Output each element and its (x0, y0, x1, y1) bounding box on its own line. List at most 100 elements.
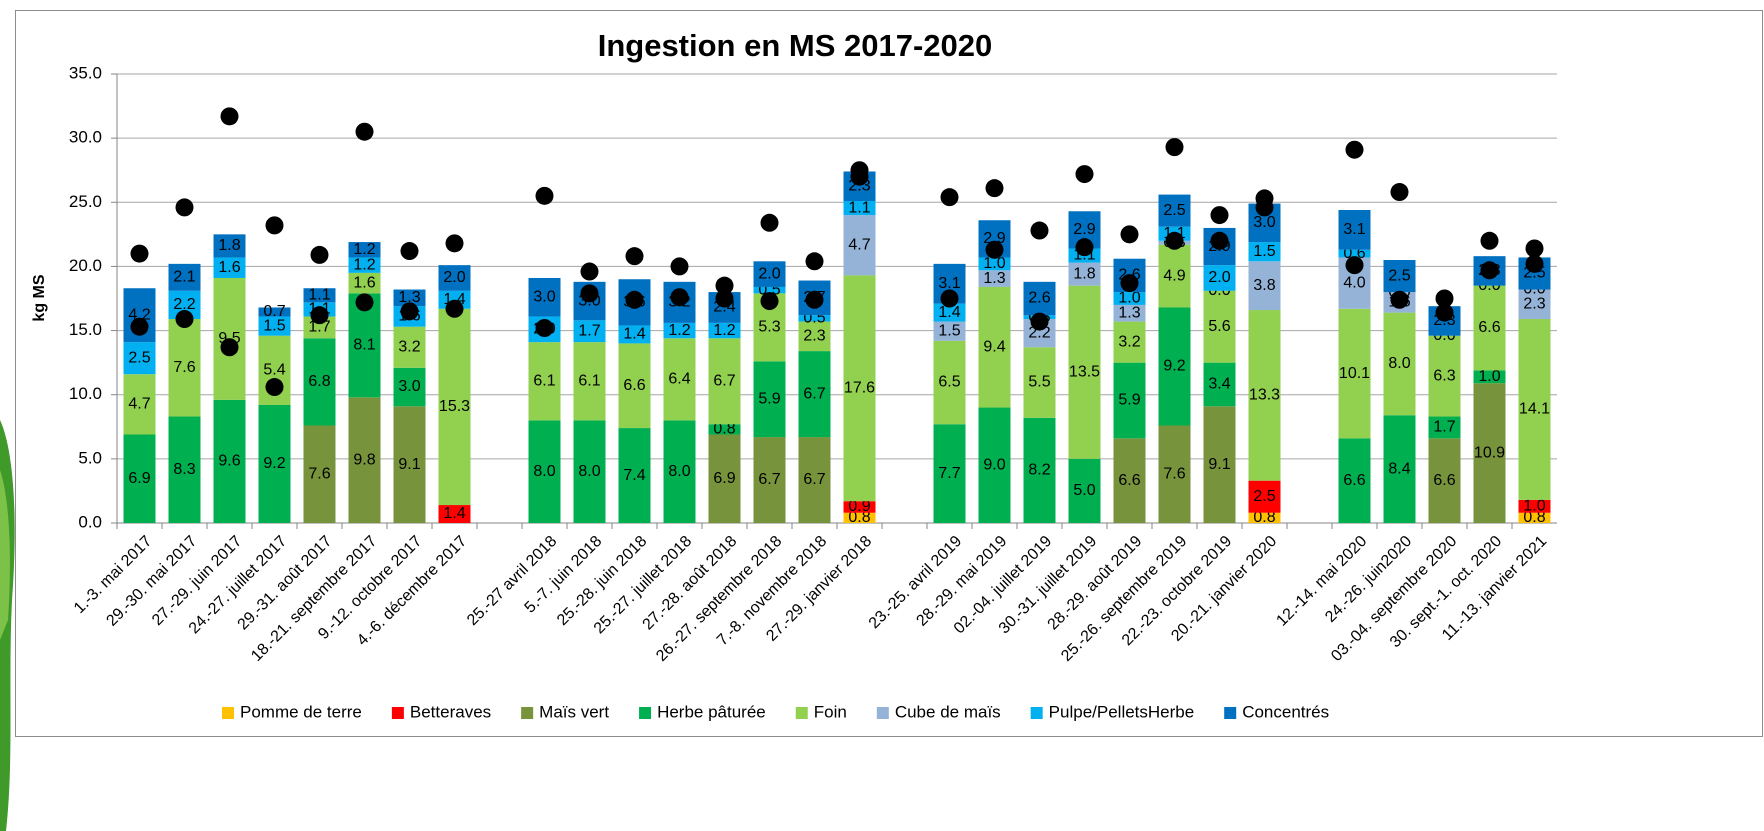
legend-swatch (1031, 707, 1043, 719)
legend-swatch (1224, 707, 1236, 719)
marker-dot (536, 319, 554, 337)
data-label: 8.3 (173, 461, 195, 478)
data-label: 13.5 (1069, 363, 1100, 380)
data-label: 1.3 (1118, 304, 1140, 321)
data-label: 3.8 (1253, 277, 1275, 294)
marker-dot (626, 247, 644, 265)
legend-swatch (521, 707, 533, 719)
page: {"chart_data": {"type": "stacked-bar", "… (0, 0, 1764, 831)
data-label: 1.6 (353, 274, 375, 291)
marker-dot (401, 242, 419, 260)
y-tick-label: 20.0 (69, 256, 102, 275)
data-label: 9.6 (218, 453, 240, 470)
marker-dot (851, 168, 869, 186)
data-label: 1.7 (1433, 419, 1455, 436)
data-label: 17.6 (844, 380, 875, 397)
data-label: 7.6 (173, 359, 195, 376)
data-label: 1.0 (1523, 498, 1545, 515)
marker-dot (1166, 232, 1184, 250)
legend-label: Concentrés (1242, 702, 1329, 721)
marker-dot (1076, 238, 1094, 256)
marker-dot (1481, 261, 1499, 279)
data-label: 8.2 (1028, 462, 1050, 479)
data-label: 1.4 (443, 505, 465, 522)
marker-dot (1526, 239, 1544, 257)
marker-dot (356, 123, 374, 141)
chart-title: Ingestion en MS 2017-2020 (598, 28, 993, 63)
data-label: 2.5 (1388, 267, 1410, 284)
data-label: 5.6 (1208, 318, 1230, 335)
data-label: 9.8 (353, 451, 375, 468)
data-label: 9.2 (1163, 358, 1185, 375)
data-label: 1.7 (578, 322, 600, 339)
marker-dot (1121, 225, 1139, 243)
data-label: 3.0 (533, 288, 555, 305)
marker-dot (221, 107, 239, 125)
data-label: 10.9 (1474, 444, 1505, 461)
data-label: 1.1 (308, 287, 330, 304)
data-label: 1.3 (983, 270, 1005, 287)
data-label: 6.1 (533, 372, 555, 389)
data-label: 10.1 (1339, 365, 1370, 382)
legend-label: Maïs vert (539, 702, 609, 721)
data-label: 6.3 (1433, 367, 1455, 384)
y-tick-label: 0.0 (78, 512, 102, 531)
data-label: 2.0 (443, 269, 465, 286)
marker-dot (986, 179, 1004, 197)
data-label: 6.8 (308, 373, 330, 390)
data-label: 1.2 (353, 241, 375, 258)
marker-dot (1211, 232, 1229, 250)
legend-swatch (796, 707, 808, 719)
data-label: 8.0 (578, 463, 600, 480)
marker-dot (1391, 183, 1409, 201)
data-label: 1.2 (668, 322, 690, 339)
data-label: 2.0 (1208, 269, 1230, 286)
marker-dot (131, 245, 149, 263)
y-tick-label: 35.0 (69, 63, 102, 82)
marker-dot (536, 187, 554, 205)
marker-dot (1256, 198, 1274, 216)
data-label: 7.6 (1163, 465, 1185, 482)
data-label: 3.0 (398, 378, 420, 395)
marker-dot (986, 241, 1004, 259)
data-label: 8.0 (1388, 355, 1410, 372)
marker-dot (761, 292, 779, 310)
legend-label: Cube de maïs (895, 702, 1001, 721)
data-label: 1.8 (1073, 265, 1095, 282)
marker-dot (581, 263, 599, 281)
data-label: 5.5 (1028, 374, 1050, 391)
data-label: 5.0 (1073, 482, 1095, 499)
marker-dot (761, 214, 779, 232)
marker-dot (716, 290, 734, 308)
data-label: 5.9 (758, 390, 780, 407)
data-label: 14.1 (1519, 401, 1550, 418)
data-label: 1.8 (218, 237, 240, 254)
legend-label: Betteraves (410, 702, 491, 721)
data-label: 7.7 (938, 465, 960, 482)
data-label: 4.7 (848, 236, 870, 253)
y-tick-label: 25.0 (69, 192, 102, 211)
data-label: 2.1 (173, 269, 195, 286)
marker-dot (671, 257, 689, 275)
data-label: 2.3 (803, 328, 825, 345)
data-label: 2.0 (758, 265, 780, 282)
data-label: 1.2 (713, 322, 735, 339)
legend-swatch (222, 707, 234, 719)
data-label: 2.5 (1253, 488, 1275, 505)
data-label: 6.6 (623, 377, 645, 394)
data-label: 0.7 (263, 303, 285, 320)
data-label: 6.9 (128, 470, 150, 487)
marker-dot (131, 318, 149, 336)
data-label: 9.1 (1208, 456, 1230, 473)
y-tick-label: 10.0 (69, 384, 102, 403)
data-label: 6.7 (803, 471, 825, 488)
data-label: 4.0 (1343, 274, 1365, 291)
data-label: 8.0 (668, 463, 690, 480)
marker-dot (1526, 255, 1544, 273)
data-label: 7.4 (623, 467, 645, 484)
marker-dot (1436, 304, 1454, 322)
data-label: 6.6 (1118, 472, 1140, 489)
marker-dot (266, 378, 284, 396)
data-label: 6.1 (578, 372, 600, 389)
data-label: 6.7 (758, 471, 780, 488)
